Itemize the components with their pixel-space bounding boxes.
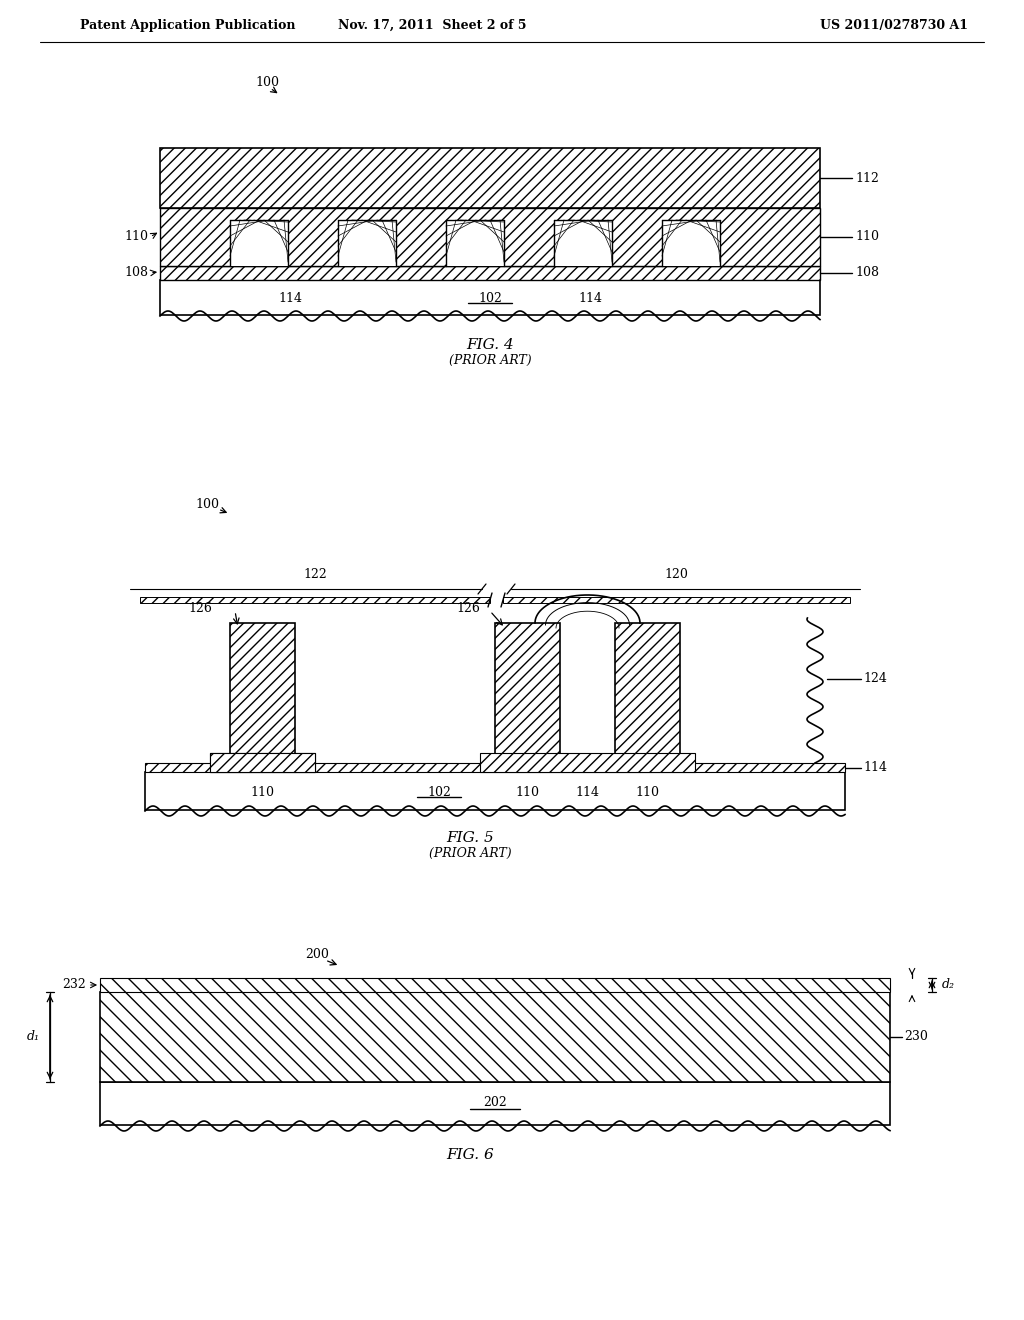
Text: FIG. 5: FIG. 5 [446,832,494,845]
Text: 120: 120 [665,569,688,582]
Bar [160,209,820,267]
Bar [140,597,490,603]
Text: Nov. 17, 2011  Sheet 2 of 5: Nov. 17, 2011 Sheet 2 of 5 [338,18,526,32]
Text: FIG. 4: FIG. 4 [466,338,514,352]
Text: 102: 102 [427,785,451,799]
Text: 232: 232 [62,978,86,991]
Text: (PRIOR ART): (PRIOR ART) [449,354,531,367]
Bar [230,220,288,267]
Text: 114: 114 [578,292,602,305]
Bar [100,993,890,1082]
Text: 230: 230 [904,1031,928,1044]
Text: 112: 112 [855,172,879,185]
Text: 126: 126 [188,602,212,615]
Text: 110: 110 [855,231,879,243]
Text: Patent Application Publication: Patent Application Publication [80,18,296,32]
Text: 110: 110 [636,785,659,799]
Bar [503,597,850,603]
Text: (PRIOR ART): (PRIOR ART) [429,846,511,859]
Text: 200: 200 [305,949,329,961]
Bar [338,220,396,267]
Text: 110: 110 [251,785,274,799]
Text: 110: 110 [124,231,148,243]
Text: 114: 114 [863,762,887,774]
Bar [210,752,315,772]
Bar [615,623,680,763]
Bar [145,763,845,772]
Bar [100,1082,890,1125]
Text: 114: 114 [575,785,599,799]
Text: 100: 100 [195,498,219,511]
Bar [160,267,820,280]
Text: d₁: d₁ [27,1031,40,1044]
Bar [160,280,820,315]
Text: US 2011/0278730 A1: US 2011/0278730 A1 [820,18,968,32]
Text: 202: 202 [483,1097,507,1110]
Bar [100,978,890,993]
Bar [480,752,695,772]
Bar [662,220,720,267]
Text: FIG. 6: FIG. 6 [446,1148,494,1162]
Bar [145,772,845,810]
Text: 124: 124 [863,672,887,685]
Text: 100: 100 [255,75,279,88]
Bar [210,752,315,772]
Text: 108: 108 [124,267,148,280]
Text: d₂: d₂ [942,978,955,991]
Bar [554,220,612,267]
Bar [495,623,560,763]
Text: 108: 108 [855,267,879,280]
Text: 126: 126 [456,602,480,615]
Bar [230,623,295,763]
Text: 102: 102 [478,292,502,305]
Bar [160,148,820,209]
Text: 114: 114 [278,292,302,305]
Bar [446,220,504,267]
Text: 110: 110 [515,785,540,799]
Text: 122: 122 [303,569,327,582]
